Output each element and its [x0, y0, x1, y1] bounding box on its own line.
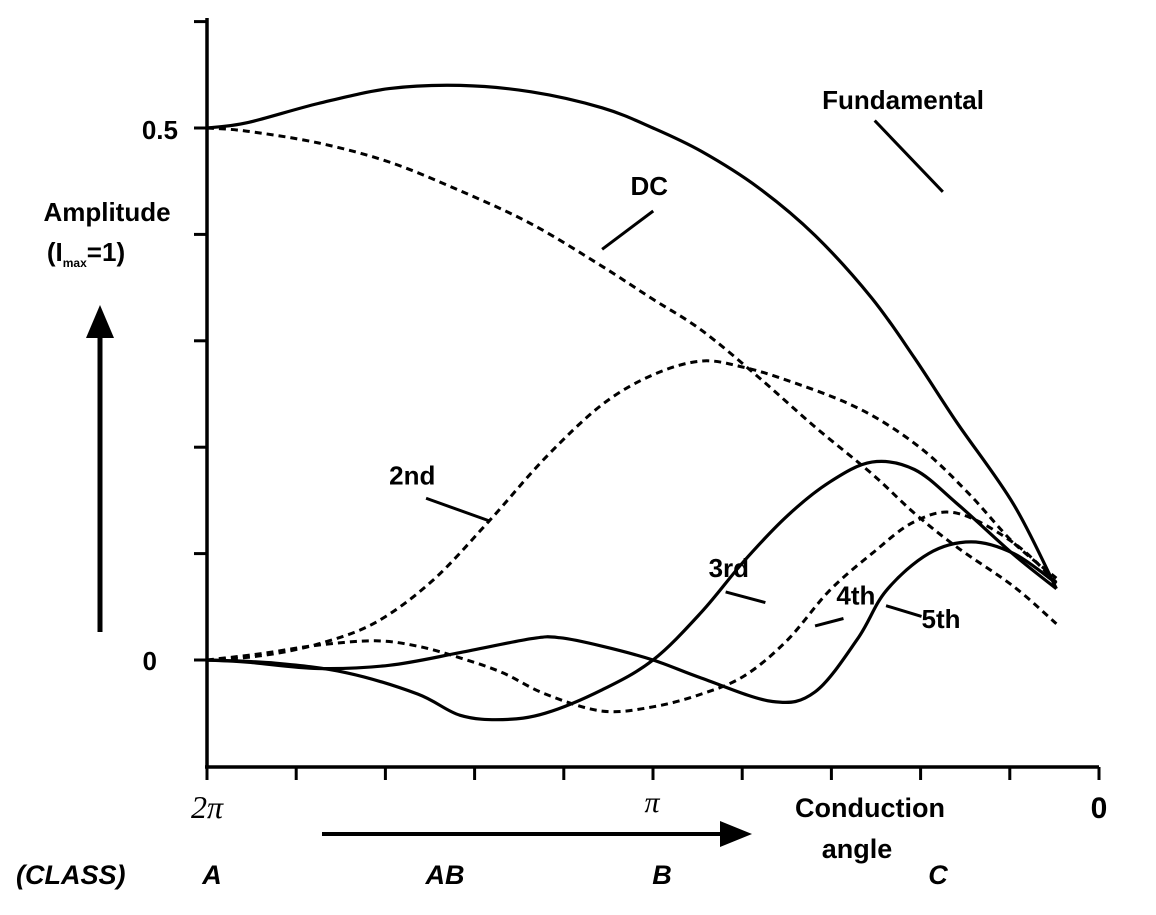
- y-axis-unit-sub: max: [63, 256, 87, 270]
- curves-layer: [206, 83, 1058, 722]
- y-direction-arrow: [86, 305, 114, 632]
- y-tick-label-0: 0: [143, 646, 157, 676]
- series-label-fundamental: Fundamental: [822, 85, 984, 115]
- class-heading: (CLASS): [16, 860, 126, 890]
- series-labels-layer: Fundamental DC 2nd 3rd 4th 5th: [389, 85, 984, 634]
- leader-line-4th: [814, 617, 844, 628]
- series-label-dc: DC: [631, 171, 669, 201]
- leader-line-5th: [885, 604, 922, 618]
- series-label-4th: 4th: [836, 581, 875, 611]
- series-line-dc: [206, 126, 1058, 625]
- series-label-5th: 5th: [922, 604, 961, 634]
- class-label-b: B: [652, 860, 672, 890]
- x-tick-label-2pi: 2π: [191, 789, 224, 825]
- x-tick-label-pi: π: [644, 786, 660, 819]
- series-line-fundamental: [206, 83, 1058, 590]
- leader-line-2nd: [425, 496, 490, 523]
- leader-line-3rd: [725, 590, 766, 604]
- series-label-2nd: 2nd: [389, 460, 435, 490]
- x-minor-ticks: [205, 767, 1101, 780]
- x-direction-arrow: [322, 821, 752, 847]
- class-label-c: C: [928, 860, 948, 890]
- y-tick-label-0-5: 0.5: [142, 115, 178, 145]
- y-axis-unit: (Imax=1): [47, 237, 125, 270]
- x-tick-label-0: 0: [1091, 792, 1108, 825]
- x-axis-label-line1: Conduction: [795, 793, 945, 823]
- series-line-5th: [206, 540, 1058, 705]
- series-line-3rd: [206, 459, 1058, 722]
- series-line-2nd: [206, 359, 1058, 662]
- class-label-ab: AB: [425, 860, 465, 890]
- x-axis-label-line2: angle: [822, 834, 893, 864]
- leader-line-fundamental: [873, 119, 944, 193]
- y-axis-label: Amplitude: [43, 197, 170, 227]
- y-minor-ticks: [194, 20, 207, 662]
- leader-line-dc: [601, 209, 655, 251]
- series-line-4th: [206, 510, 1058, 714]
- y-axis-unit-open: (I: [47, 237, 63, 267]
- series-label-3rd: 3rd: [709, 553, 749, 583]
- class-label-a: A: [201, 860, 222, 890]
- axes-layer: [194, 18, 1101, 780]
- leaders-layer: [425, 119, 944, 628]
- y-axis-unit-close: =1): [87, 237, 125, 267]
